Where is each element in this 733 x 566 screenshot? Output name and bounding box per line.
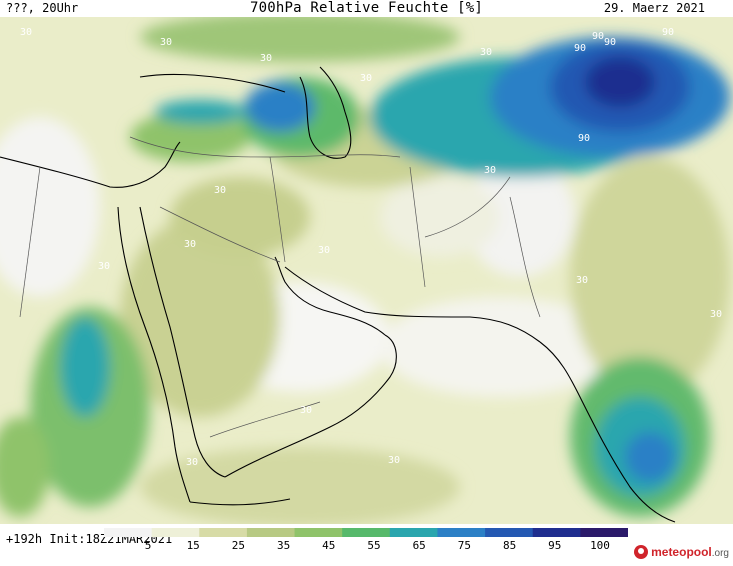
colorbar-tick-label: 95 — [548, 539, 562, 552]
contour-label: 30 — [214, 185, 226, 196]
contour-label: 90 — [592, 31, 604, 42]
colorbar-segment — [342, 528, 391, 537]
map-canvas: 30 30 30 30 30 90 90 90 90 90 30 30 30 3… — [0, 17, 733, 524]
contour-label: 30 — [184, 239, 196, 250]
valid-date: 29. Maerz 2021 — [603, 1, 705, 15]
valid-time: ???, 20Uhr — [6, 1, 79, 15]
coast-caspian — [299, 66, 352, 159]
colorbar-tick-label: 75 — [457, 539, 472, 552]
colorbar-tick-label: 55 — [367, 539, 381, 552]
contour-label: 30 — [484, 165, 496, 176]
border-saudi-yemen — [209, 401, 321, 438]
contour-label: 30 — [318, 245, 330, 256]
field-green-anatolia — [130, 112, 250, 162]
field-deepest-tibet — [585, 57, 655, 107]
field-olive-india — [570, 157, 730, 397]
field-dry-iran — [380, 177, 500, 257]
colorbar-tick-label: 5 — [144, 539, 152, 552]
contour-label: 30 — [160, 37, 172, 48]
border-afghan-pak — [424, 176, 511, 238]
contour-label: 90 — [578, 133, 590, 144]
colorbar-segment — [389, 528, 438, 537]
contour-label: 30 — [20, 27, 32, 38]
border-pak-india — [509, 196, 541, 318]
coast-persian-gulf — [274, 256, 386, 336]
contour-label: 90 — [574, 43, 586, 54]
colorbar-tick-label: 25 — [231, 539, 246, 552]
colorbar-tick-label: 100 — [590, 539, 610, 552]
field-teal-africa — [60, 317, 110, 417]
field-dry-pakistan — [465, 157, 575, 277]
brand-name[interactable]: meteopool.org — [651, 545, 729, 559]
colorbar-tick-label: 45 — [322, 539, 336, 552]
coast-red-sea-africa — [117, 206, 191, 503]
field-teal-anatolia — [155, 100, 245, 124]
colorbar-segment — [437, 528, 486, 537]
contour-label: 30 — [576, 275, 588, 286]
colorbar — [104, 528, 628, 537]
field-green-north — [140, 17, 460, 62]
colorbar-segment — [246, 528, 296, 537]
border-iran-afghan — [409, 166, 426, 288]
contour-label: 90 — [662, 27, 674, 38]
coast-iran-south — [284, 266, 541, 343]
header: ???, 20Uhr 700hPa Relative Feuchte [%] 2… — [0, 0, 733, 18]
contour-label: 30 — [480, 47, 492, 58]
field-blue-india-coast — [625, 432, 675, 482]
contour-label: 30 — [98, 261, 110, 272]
map-title: 700hPa Relative Feuchte [%] — [250, 0, 483, 16]
field-teal-caucasus — [245, 82, 315, 132]
coast-red-sea-arabia — [139, 206, 226, 478]
colorbar-segment — [485, 528, 534, 537]
field-dry-egypt — [0, 117, 100, 297]
colorbar-tick-label: 85 — [502, 539, 517, 552]
coast-india-west — [539, 341, 676, 523]
colorbar-tick-label: 65 — [412, 539, 426, 552]
border-iraq-iran — [269, 156, 286, 263]
field-green-sw — [0, 417, 50, 517]
contour-label: 30 — [300, 405, 312, 416]
colorbar-segment — [532, 528, 581, 537]
border-egypt-libya — [19, 166, 41, 318]
humidity-map: 30 30 30 30 30 90 90 90 90 90 30 30 30 3… — [0, 17, 733, 524]
contour-label: 30 — [710, 309, 722, 320]
border-saudi-north — [159, 206, 281, 263]
colorbar-segment — [104, 528, 153, 537]
field-olive-arabia — [120, 217, 280, 417]
colorbar-segment — [294, 528, 343, 537]
brand-main: meteopool — [651, 545, 712, 559]
coast-arabia-south — [224, 334, 397, 478]
contour-label: 30 — [388, 455, 400, 466]
colorbar-tick-label: 15 — [186, 539, 200, 552]
colorbar-tick-label: 35 — [276, 539, 291, 552]
contour-label: 30 — [186, 457, 198, 468]
brand-tld: .org — [711, 548, 729, 559]
colorbar-segment — [151, 528, 200, 537]
coast-levant — [0, 141, 181, 188]
coast-black-sea — [139, 73, 286, 93]
contour-label: 30 — [360, 73, 372, 84]
coast-horn — [189, 498, 291, 506]
contour-label: 90 — [604, 37, 616, 48]
colorbar-segment — [199, 528, 248, 537]
field-olive-iraq — [170, 177, 310, 257]
contour-label: 30 — [260, 53, 272, 64]
border-turkey-east — [129, 136, 401, 158]
field-dry-sea — [380, 297, 620, 397]
meteopool-logo-icon — [634, 545, 648, 559]
colorbar-segment — [580, 528, 628, 537]
